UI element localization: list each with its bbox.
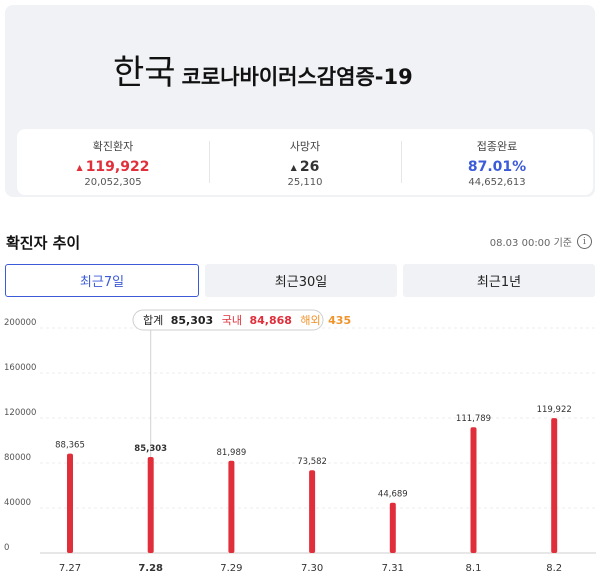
x-tick-label: 8.2 [546, 563, 562, 574]
bar-value-label: 85,303 [134, 444, 167, 454]
x-tick-label: 8.1 [466, 563, 482, 574]
tab-recent-7-days[interactable]: 최근7일 [5, 264, 199, 297]
stats-card: 확진환자 ▲ 119,922 20,052,305 사망자 ▲ 26 25,11… [17, 129, 593, 195]
stat-total: 20,052,305 [84, 177, 142, 188]
tooltip-box [132, 309, 324, 331]
stat-vaccinated: 접종완료 87.01% 44,652,613 [401, 129, 593, 195]
tab-recent-1-year[interactable]: 최근1년 [403, 264, 595, 297]
tooltip-domestic-label: 국내 [222, 314, 242, 327]
confirmed-trend-chart: 200000 160000 120000 80000 40000 0 88,365 7.27… [0, 305, 600, 580]
y-tick-label: 160000 [4, 363, 36, 373]
stat-total: 44,652,613 [468, 177, 526, 188]
stat-label: 확진환자 [92, 140, 134, 153]
chart-bar[interactable] [147, 457, 154, 553]
stat-deaths: 사망자 ▲ 26 25,110 [209, 129, 401, 195]
stat-label: 접종완료 [476, 140, 518, 153]
chart-bar[interactable] [309, 470, 316, 553]
tooltip-total-label: 합계 [143, 314, 163, 327]
svg-text:합계 85,303 국내: 합계 85,303 국내 84,868 해외 435 [143, 313, 351, 327]
tooltip-overseas-value: 435 [328, 314, 351, 327]
x-tick-label: 7.28 [138, 563, 163, 574]
bar-value-label: 111,789 [456, 414, 491, 424]
tooltip-total-value: 85,303 [171, 314, 213, 327]
hero-title: 한국 코로나바이러스감염증-19 [113, 45, 413, 94]
y-tick-label: 200000 [4, 318, 36, 328]
info-icon[interactable]: i [577, 234, 592, 249]
y-tick-label: 40000 [4, 498, 31, 508]
section-title: 확진자 추이 [6, 234, 81, 252]
x-tick-label: 7.31 [382, 563, 404, 574]
tab-recent-30-days[interactable]: 최근30일 [205, 264, 397, 297]
bar-value-label: 44,689 [378, 490, 408, 500]
x-tick-label: 7.30 [301, 563, 323, 574]
chart-bar[interactable] [67, 453, 73, 553]
bar-value-label: 88,365 [55, 441, 85, 451]
country-name: 한국 [113, 53, 176, 93]
stat-label: 사망자 [289, 140, 321, 153]
chart-bar[interactable] [228, 460, 235, 553]
tooltip-domestic-value: 84,868 [249, 314, 291, 327]
bar-value-label: 119,922 [537, 405, 572, 415]
stat-confirmed: 확진환자 ▲ 119,922 20,052,305 [17, 129, 209, 195]
chart-tooltip: 합계 85,303 국내 84,868 해외 435 [132, 309, 351, 331]
chart-bar[interactable] [470, 427, 477, 553]
up-triangle-icon: ▲ [76, 162, 83, 172]
stat-total: 25,110 [287, 177, 323, 188]
y-tick-label: 0 [4, 543, 9, 553]
y-tick-label: 80000 [4, 453, 31, 463]
hero-panel: 한국 코로나바이러스감염증-19 확진환자 ▲ 119,922 20,052,3… [5, 5, 595, 197]
stat-value: ▲ 26 [209, 159, 401, 175]
asof-text: 08.03 00:00 기준 [489, 238, 572, 249]
chart-svg: 200000 160000 120000 80000 40000 0 88,365 7.27… [4, 309, 596, 574]
disease-name: 코로나바이러스감염증-19 [181, 65, 413, 89]
asof-timestamp: 08.03 00:00 기준 i [490, 234, 592, 249]
bar-value-label: 81,989 [217, 448, 247, 458]
x-tick-label: 7.27 [59, 563, 81, 574]
x-tick-label: 7.29 [220, 563, 242, 574]
bar-value-label: 73,582 [297, 457, 327, 467]
y-tick-label: 120000 [4, 408, 36, 418]
stat-value-text: 26 [299, 159, 320, 175]
stat-value-text: 119,922 [85, 159, 150, 175]
tooltip-overseas-label: 해외 [300, 313, 320, 327]
stat-value: 87.01% [401, 159, 593, 175]
period-tabs: 최근7일 최근30일 최근1년 [5, 264, 595, 297]
chart-bar[interactable] [551, 418, 558, 553]
stat-value-text: 87.01% [467, 159, 527, 175]
up-triangle-icon: ▲ [290, 162, 297, 172]
stat-value: ▲ 119,922 [17, 159, 209, 175]
chart-bar[interactable] [389, 502, 396, 553]
